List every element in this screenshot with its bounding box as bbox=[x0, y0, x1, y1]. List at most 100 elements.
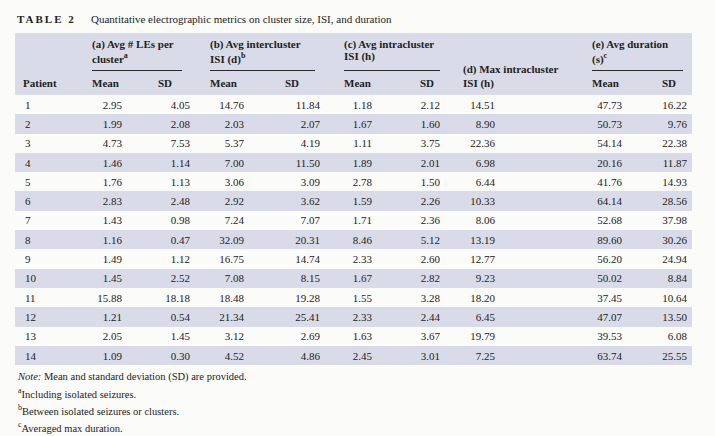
value-cell: 37.45 bbox=[495, 288, 622, 307]
value-cell: 13.50 bbox=[622, 307, 692, 326]
value-cell: 12.77 bbox=[440, 249, 495, 268]
patient-cell: 11 bbox=[15, 288, 85, 307]
value-cell: 39.53 bbox=[495, 327, 622, 346]
patient-cell: 1 bbox=[15, 95, 85, 114]
value-cell: 2.36 bbox=[372, 211, 440, 230]
value-cell: 32.09 bbox=[190, 230, 244, 249]
value-cell: 10.64 bbox=[622, 288, 692, 307]
value-cell: 8.90 bbox=[440, 114, 495, 133]
value-cell: 2.03 bbox=[190, 114, 244, 133]
value-cell: 4.52 bbox=[190, 346, 244, 365]
table-row: 141.090.304.524.862.453.017.2563.7425.55 bbox=[15, 346, 692, 365]
value-cell: 4.86 bbox=[244, 346, 320, 365]
value-cell: 20.16 bbox=[495, 153, 622, 172]
value-cell: 50.73 bbox=[495, 114, 622, 133]
header-rule bbox=[344, 70, 440, 71]
patient-cell: 14 bbox=[15, 346, 85, 365]
value-cell: 47.07 bbox=[495, 307, 622, 326]
value-cell: 22.36 bbox=[440, 134, 495, 153]
value-cell: 7.07 bbox=[244, 211, 320, 230]
value-cell: 1.21 bbox=[85, 307, 122, 326]
patient-cell: 4 bbox=[15, 153, 85, 172]
header-rule bbox=[592, 70, 683, 71]
value-cell: 1.14 bbox=[122, 153, 190, 172]
value-cell: 7.24 bbox=[190, 211, 244, 230]
value-cell: 1.59 bbox=[320, 191, 372, 210]
value-cell: 1.13 bbox=[122, 172, 190, 191]
value-cell: 0.30 bbox=[122, 346, 190, 365]
table-row: 121.210.5421.3425.412.332.446.4547.0713.… bbox=[15, 307, 692, 326]
value-cell: 2.83 bbox=[85, 191, 122, 210]
value-cell: 2.05 bbox=[85, 327, 122, 346]
value-cell: 9.23 bbox=[440, 269, 495, 288]
table-row: 132.051.453.122.691.633.6719.7939.536.08 bbox=[15, 327, 692, 346]
value-cell: 2.45 bbox=[320, 346, 372, 365]
value-cell: 0.54 bbox=[122, 307, 190, 326]
value-cell: 2.44 bbox=[372, 307, 440, 326]
value-cell: 2.95 bbox=[85, 95, 122, 114]
col-header-mean: Mean bbox=[210, 77, 237, 89]
value-cell: 1.67 bbox=[320, 269, 372, 288]
value-cell: 18.18 bbox=[122, 288, 190, 307]
value-cell: 1.16 bbox=[85, 230, 122, 249]
patient-cell: 3 bbox=[15, 134, 85, 153]
value-cell: 10.33 bbox=[440, 191, 495, 210]
col-header-patient: Patient bbox=[23, 77, 57, 89]
value-cell: 6.45 bbox=[440, 307, 495, 326]
col-group-e-title: (e) Avg duration bbox=[592, 38, 668, 50]
value-cell: 1.43 bbox=[85, 211, 122, 230]
value-cell: 1.76 bbox=[85, 172, 122, 191]
value-cell: 18.48 bbox=[190, 288, 244, 307]
value-cell: 2.78 bbox=[320, 172, 372, 191]
table-row: 62.832.482.923.621.592.2610.3364.1428.56 bbox=[15, 191, 692, 210]
value-cell: 2.52 bbox=[122, 269, 190, 288]
value-cell: 1.63 bbox=[320, 327, 372, 346]
value-cell: 3.09 bbox=[244, 172, 320, 191]
value-cell: 1.09 bbox=[85, 346, 122, 365]
col-header-sd: SD bbox=[662, 77, 676, 89]
value-cell: 3.67 bbox=[372, 327, 440, 346]
value-cell: 54.14 bbox=[495, 134, 622, 153]
value-cell: 2.69 bbox=[244, 327, 320, 346]
value-cell: 1.60 bbox=[372, 114, 440, 133]
value-cell: 1.45 bbox=[122, 327, 190, 346]
col-group-b-title: (b) Avg intercluster bbox=[210, 38, 301, 50]
value-cell: 1.71 bbox=[320, 211, 372, 230]
value-cell: 47.73 bbox=[495, 95, 622, 114]
table-row: 1115.8818.1818.4819.281.553.2818.2037.45… bbox=[15, 288, 692, 307]
table-label: TABLE 2 bbox=[17, 13, 76, 25]
value-cell: 22.38 bbox=[622, 134, 692, 153]
value-cell: 2.60 bbox=[372, 249, 440, 268]
patient-cell: 13 bbox=[15, 327, 85, 346]
value-cell: 28.56 bbox=[622, 191, 692, 210]
value-cell: 4.73 bbox=[85, 134, 122, 153]
table-row: 71.430.987.247.071.712.368.0652.6837.98 bbox=[15, 211, 692, 230]
value-cell: 2.26 bbox=[372, 191, 440, 210]
value-cell: 2.33 bbox=[320, 307, 372, 326]
value-cell: 7.08 bbox=[190, 269, 244, 288]
value-cell: 1.99 bbox=[85, 114, 122, 133]
col-header-mean: Mean bbox=[92, 77, 119, 89]
value-cell: 2.12 bbox=[372, 95, 440, 114]
value-cell: 8.84 bbox=[622, 269, 692, 288]
value-cell: 11.84 bbox=[244, 95, 320, 114]
table-header: Patient (a) Avg # LEs per clustera Mean … bbox=[15, 33, 692, 95]
patient-cell: 8 bbox=[15, 230, 85, 249]
value-cell: 4.05 bbox=[122, 95, 190, 114]
footnote-note: Note: Mean and standard deviation (SD) a… bbox=[18, 371, 247, 383]
value-cell: 50.02 bbox=[495, 269, 622, 288]
value-cell: 15.88 bbox=[85, 288, 122, 307]
value-cell: 20.31 bbox=[244, 230, 320, 249]
value-cell: 1.11 bbox=[320, 134, 372, 153]
value-cell: 2.82 bbox=[372, 269, 440, 288]
value-cell: 2.48 bbox=[122, 191, 190, 210]
value-cell: 1.67 bbox=[320, 114, 372, 133]
table-row: 34.737.535.374.191.113.7522.3654.1422.38 bbox=[15, 134, 692, 153]
col-header-sd: SD bbox=[158, 77, 172, 89]
value-cell: 14.76 bbox=[190, 95, 244, 114]
value-cell: 3.01 bbox=[372, 346, 440, 365]
table-row: 91.491.1216.7514.742.332.6012.7756.2024.… bbox=[15, 249, 692, 268]
value-cell: 13.19 bbox=[440, 230, 495, 249]
value-cell: 24.94 bbox=[622, 249, 692, 268]
patient-cell: 10 bbox=[15, 269, 85, 288]
